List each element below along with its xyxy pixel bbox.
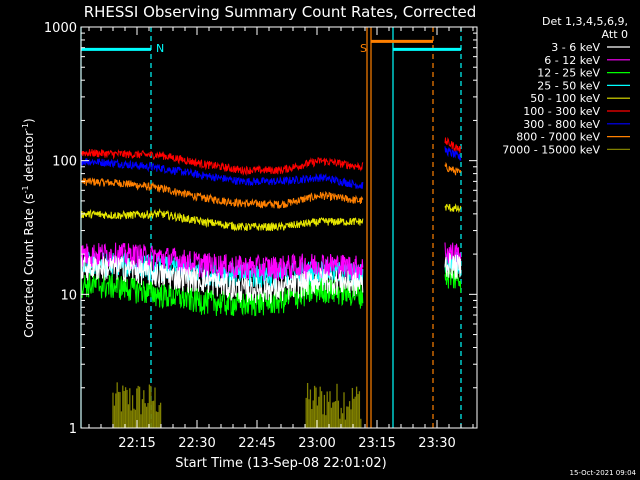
- legend-label-4: 50 - 100 keV: [530, 92, 600, 105]
- chart-title: RHESSI Observing Summary Count Rates, Co…: [84, 3, 477, 21]
- series-7000-15000-kev: [112, 382, 362, 428]
- plot-frame: [80, 26, 478, 429]
- y-tick-label-1: 10: [60, 288, 77, 303]
- x-tick-label-3: 23:00: [298, 436, 335, 451]
- x-tick-label-4: 23:15: [358, 436, 395, 451]
- x-tick-label-1: 22:30: [178, 436, 215, 451]
- marker-label-s: S: [360, 42, 367, 55]
- series-800-7000-kev: [80, 161, 462, 209]
- y-tick-label-3: 1000: [44, 21, 77, 36]
- legend-label-5: 100 - 300 keV: [523, 105, 600, 118]
- legend-label-6: 300 - 800 keV: [523, 118, 600, 131]
- y-tick-label-2: 100: [52, 155, 77, 170]
- marker-label-n: N: [156, 42, 164, 55]
- series-100-300-kev: [80, 136, 462, 177]
- y-tick-label-0: 1: [69, 422, 77, 437]
- y-axis-label-end: ): [22, 118, 36, 123]
- footer-date: 15-Oct-2021 09:04: [570, 469, 637, 477]
- x-tick-label-0: 22:15: [118, 436, 155, 451]
- legend-label-2: 12 - 25 keV: [537, 67, 600, 80]
- y-axis-label-sup2: -1: [21, 123, 30, 131]
- legend-header-line-2: Att 0: [602, 28, 628, 41]
- legend-label-0: 3 - 6 keV: [551, 41, 600, 54]
- y-axis-label-mid: detector: [22, 131, 36, 186]
- legend-label-1: 6 - 12 keV: [544, 54, 600, 67]
- x-axis-label: Start Time (13-Sep-08 22:01:02): [175, 456, 386, 471]
- y-axis-label-main: Corrected Count Rate (s: [22, 193, 36, 337]
- axes: 1 10 100 1000 22:15 22:30 22:45 23:00 23:15 23:30: [44, 21, 478, 451]
- y-axis-label-sup1: -1: [21, 185, 30, 193]
- series-300-800-kev: [80, 146, 462, 190]
- legend-label-8: 7000 - 15000 keV: [502, 143, 600, 156]
- x-tick-label-5: 23:30: [418, 436, 455, 451]
- y-axis-label: Corrected Count Rate (s-1 detector-1): [21, 118, 36, 337]
- series-50-100-kev: [80, 203, 462, 232]
- legend-label-7: 800 - 7000 keV: [516, 131, 600, 144]
- legend-label-3: 25 - 50 keV: [537, 79, 600, 92]
- legend-header-line-1: Det 1,3,4,5,6,9,: [542, 15, 628, 28]
- series-3-6-kev: [80, 253, 462, 305]
- x-tick-label-2: 22:45: [238, 436, 275, 451]
